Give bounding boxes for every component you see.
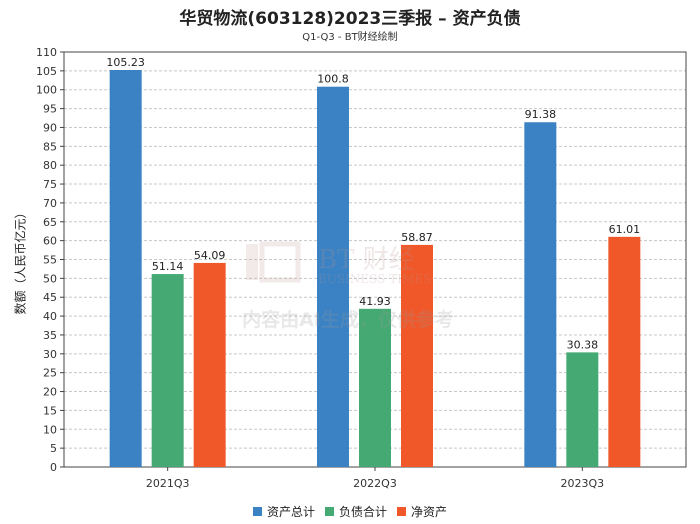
y-axis-label: 数额（人民币亿元） xyxy=(13,206,28,315)
bar xyxy=(524,122,557,468)
bar-value-label: 51.14 xyxy=(152,260,184,273)
y-tick-label: 50 xyxy=(43,272,57,285)
y-tick-label: 80 xyxy=(43,159,57,172)
bar xyxy=(401,244,433,467)
y-tick-label: 110 xyxy=(36,46,57,59)
bar xyxy=(566,352,599,467)
bar xyxy=(359,308,391,467)
legend-swatch xyxy=(252,507,262,516)
bar xyxy=(151,274,184,467)
y-tick-label: 15 xyxy=(43,404,57,417)
legend-swatch xyxy=(324,507,334,516)
chart-title: 华贸物流(603128)2023三季报 – 资产负债 xyxy=(179,9,521,29)
y-tick-label: 90 xyxy=(43,121,57,134)
bar xyxy=(317,86,349,467)
x-tick-label: 2023Q3 xyxy=(561,477,605,490)
y-tick-label: 40 xyxy=(43,310,57,323)
y-tick-label: 85 xyxy=(43,140,57,153)
bar-value-label: 58.87 xyxy=(401,231,433,244)
bar xyxy=(608,236,641,467)
x-tick-label: 2022Q3 xyxy=(353,477,397,490)
bar xyxy=(109,69,142,467)
legend-item: 资产总计 xyxy=(252,503,315,520)
y-tick-label: 5 xyxy=(50,442,57,455)
bar-value-label: 54.09 xyxy=(194,249,226,262)
y-tick-label: 65 xyxy=(43,216,57,229)
bar-value-label: 100.8 xyxy=(317,73,349,86)
legend-item: 负债合计 xyxy=(324,503,387,520)
bar-value-label: 105.23 xyxy=(106,56,145,69)
y-tick-label: 95 xyxy=(43,103,57,116)
y-tick-label: 20 xyxy=(43,386,57,399)
bar-value-label: 41.93 xyxy=(359,295,391,308)
y-tick-label: 105 xyxy=(36,65,57,78)
legend-item: 净资产 xyxy=(397,503,447,520)
bar xyxy=(193,262,226,467)
legend-label: 负债合计 xyxy=(338,505,387,519)
x-tick-label: 2021Q3 xyxy=(146,477,190,490)
y-tick-label: 45 xyxy=(43,291,57,304)
y-tick-label: 100 xyxy=(36,84,57,97)
y-tick-label: 60 xyxy=(43,235,57,248)
legend-label: 净资产 xyxy=(411,505,448,519)
bar-value-label: 61.01 xyxy=(609,223,641,236)
y-tick-label: 55 xyxy=(43,254,57,267)
bar-value-label: 30.38 xyxy=(567,338,599,351)
legend-swatch xyxy=(397,507,406,516)
y-tick-label: 35 xyxy=(43,329,57,342)
bar-value-label: 91.38 xyxy=(525,108,557,121)
y-tick-label: 30 xyxy=(43,348,57,361)
chart-subtitle: Q1-Q3 - BT财经绘制 xyxy=(302,32,398,43)
y-tick-label: 70 xyxy=(43,197,57,210)
y-tick-label: 0 xyxy=(50,461,57,474)
legend: 资产总计 负债合计 净资产 xyxy=(0,503,700,520)
y-tick-label: 25 xyxy=(43,367,57,380)
legend-label: 资产总计 xyxy=(266,505,315,519)
y-tick-label: 75 xyxy=(43,178,57,191)
y-tick-label: 10 xyxy=(43,423,57,436)
